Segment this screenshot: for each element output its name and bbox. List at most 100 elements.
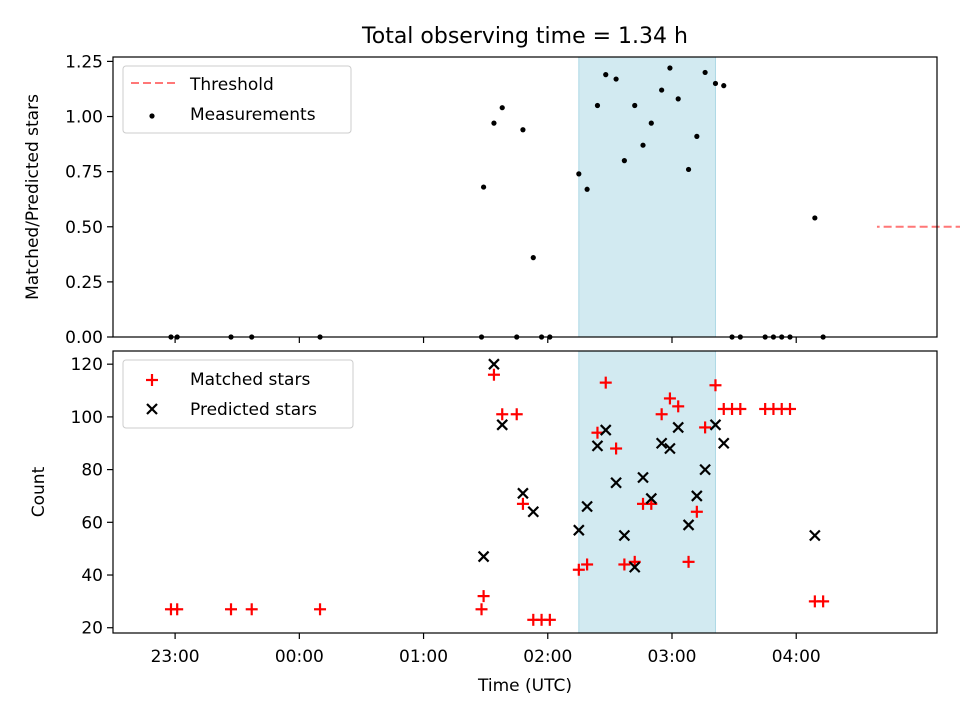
- matched-star-point: [245, 603, 258, 616]
- measurement-point: [675, 96, 681, 102]
- predicted-star-point: [655, 437, 668, 450]
- y-tick-label: 0.75: [65, 163, 103, 183]
- predicted-star-point: [496, 419, 509, 431]
- matched-star-point: [487, 368, 500, 381]
- matched-star-point: [734, 402, 747, 415]
- bottom-legend: Matched stars Predicted stars: [122, 359, 354, 429]
- predicted-star-point: [637, 471, 649, 484]
- predicted-star-point: [581, 500, 593, 513]
- matched-star-point: [599, 376, 612, 389]
- y-tick-label: 60: [81, 513, 103, 533]
- matched-star-point: [784, 402, 797, 415]
- predicted-star-point: [717, 437, 730, 450]
- highlight-span-rect: [578, 350, 716, 634]
- y-tick-label: 1.25: [65, 52, 103, 72]
- top-highlight-span: [578, 56, 716, 338]
- predicted-star-point: [699, 463, 711, 476]
- bottom-x-axis: 23:00 00:00 01:00 02:00 03:00 04:00: [151, 633, 821, 667]
- predicted-star-point: [477, 550, 490, 563]
- matched-star-point: [510, 408, 523, 421]
- measurement-point: [520, 127, 526, 133]
- top-plot-frame: [112, 56, 938, 338]
- measurement-point: [480, 184, 487, 190]
- predicted-star-point: [488, 358, 500, 370]
- measurement-point: [659, 87, 665, 93]
- measurement-point: [640, 142, 646, 148]
- bottom-panel: 20 40 60 80 100 120 23:00 00:00 01:00 02:00 03:00…: [29, 350, 938, 696]
- x-tick-label: 00:00: [275, 647, 324, 667]
- matched-star-point: [709, 379, 722, 392]
- measurement-point: [648, 120, 654, 126]
- measurement-point: [499, 105, 505, 111]
- measurement-point: [594, 102, 601, 109]
- matched-star-point: [655, 408, 668, 421]
- predicted-star-point: [573, 524, 585, 536]
- matched-star-point: [581, 558, 594, 571]
- predicted-star-point: [517, 487, 529, 500]
- y-tick-label: 20: [81, 619, 103, 639]
- y-tick-label: 1.00: [65, 108, 103, 128]
- predicted-star-point: [610, 476, 622, 489]
- matched-star-point: [618, 558, 631, 571]
- top-legend: Threshold Measurements: [122, 65, 352, 134]
- matched-star-point: [682, 555, 695, 568]
- matched-star-point: [516, 497, 529, 510]
- bottom-matched-series: [164, 368, 830, 626]
- matched-star-point: [663, 392, 676, 405]
- top-y-axis: 0.00 0.25 0.50 0.75 1.00 1.25: [65, 52, 113, 348]
- bottom-plot-frame: [112, 350, 938, 634]
- matched-star-point: [314, 603, 327, 616]
- predicted-star-point: [682, 519, 695, 531]
- bottom-legend-matched-swatch: [146, 374, 158, 386]
- measurement-point: [694, 133, 700, 139]
- predicted-star-point: [628, 561, 641, 573]
- matched-star-point: [672, 400, 685, 413]
- matched-star-point: [171, 603, 184, 616]
- matched-star-point: [477, 590, 490, 603]
- matched-star-point: [610, 442, 623, 455]
- predicted-star-point: [664, 442, 676, 455]
- matched-star-point: [591, 426, 604, 439]
- matched-star-point: [543, 613, 556, 626]
- matched-star-point: [817, 595, 830, 608]
- bottom-y-axis: 20 40 60 80 100 120: [71, 355, 113, 639]
- bottom-legend-predicted-label: Predicted stars: [190, 400, 317, 420]
- y-tick-label: 0.25: [65, 273, 103, 293]
- predicted-star-point: [618, 529, 631, 542]
- measurement-point: [491, 120, 497, 126]
- top-y-axis-label: Matched/Predicted stars: [23, 94, 43, 300]
- matched-star-point: [496, 408, 509, 421]
- top-legend-threshold-label: Threshold: [189, 75, 274, 95]
- bottom-legend-predicted-swatch: [146, 403, 158, 415]
- predicted-star-point: [672, 421, 684, 434]
- measurement-point: [712, 80, 719, 87]
- measurement-point: [812, 215, 818, 221]
- measurement-point: [667, 65, 673, 71]
- y-tick-label: 100: [71, 408, 103, 428]
- bottom-legend-matched-label: Matched stars: [190, 370, 310, 390]
- bottom-predicted-series: [477, 358, 821, 573]
- measurement-point: [613, 76, 619, 82]
- predicted-star-point: [709, 419, 722, 431]
- highlight-span-rect: [578, 56, 716, 338]
- top-legend-box: [122, 65, 352, 134]
- top-x-axis: [174, 337, 797, 343]
- top-legend-measurements-label: Measurements: [190, 105, 316, 125]
- predicted-star-point: [691, 490, 703, 502]
- predicted-star-point: [527, 505, 540, 518]
- measurement-point: [685, 166, 692, 173]
- y-tick-label: 0.50: [65, 218, 103, 238]
- x-tick-label: 02:00: [523, 647, 572, 667]
- y-tick-label: 80: [81, 461, 103, 481]
- bottom-legend-box: [122, 359, 354, 429]
- matched-star-point: [699, 421, 712, 434]
- y-tick-label: 40: [81, 566, 103, 586]
- matched-star-point: [572, 563, 585, 576]
- measurement-point: [584, 186, 590, 192]
- measurement-point: [530, 255, 536, 261]
- predicted-star-point: [645, 492, 658, 505]
- measurement-point: [632, 102, 638, 109]
- bottom-highlight-span: [578, 350, 716, 634]
- measurement-point: [721, 83, 727, 89]
